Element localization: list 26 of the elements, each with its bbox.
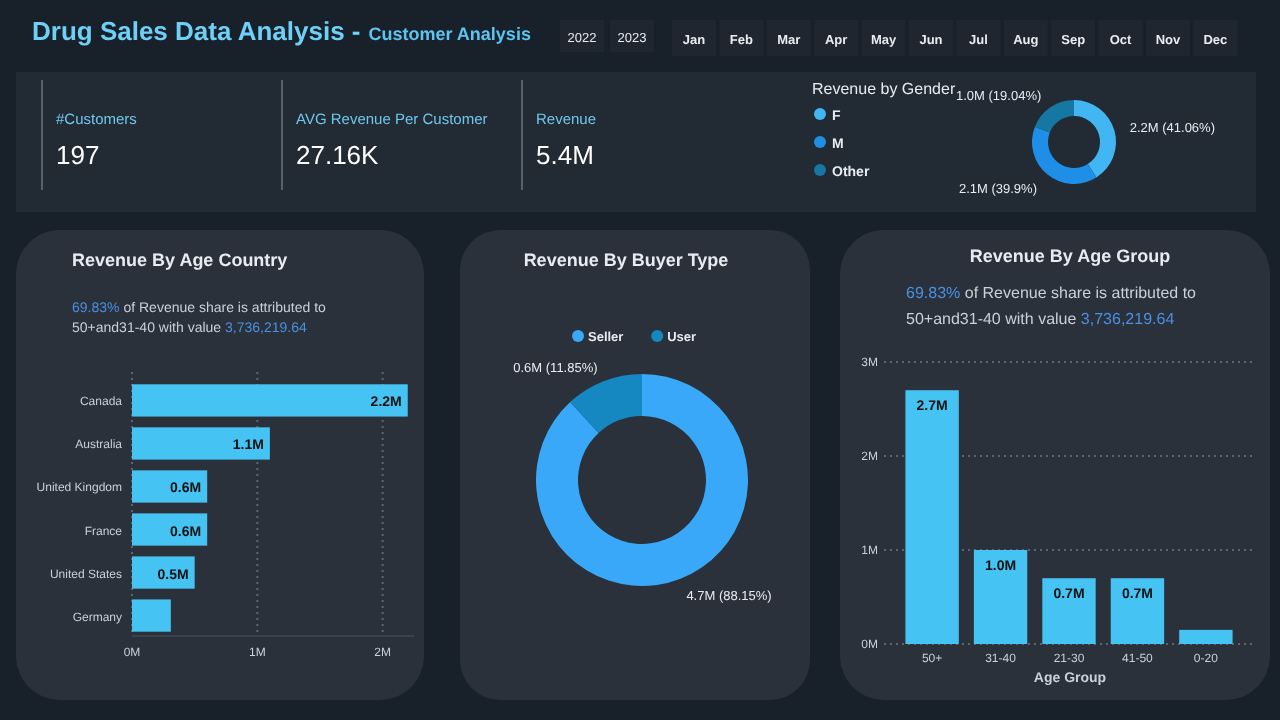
text: 27.16K [296, 140, 380, 170]
bar [132, 513, 208, 546]
text: 197 [56, 140, 100, 170]
text: 5.4M [536, 140, 594, 170]
bar [1179, 629, 1233, 644]
donut-slice [1032, 126, 1097, 184]
donut-slice [536, 374, 748, 586]
bar [132, 470, 208, 503]
text: Customer Analysis [368, 24, 531, 44]
donut-slice [1074, 100, 1116, 178]
donut-slice [1034, 100, 1074, 133]
donut-slice [570, 374, 642, 433]
chart-title: Revenue By Age Group [969, 246, 1172, 266]
bar [1110, 578, 1165, 644]
text: 69.83% of Revenue share is attributed to 50+and31-40 with value 3,736,219.64 [906, 284, 1197, 328]
chart-title: Revenue By Buyer Type [523, 250, 729, 270]
bar [132, 599, 171, 632]
text: Drug Sales Data Analysis - [32, 16, 361, 46]
chart-title: Revenue by Gender [812, 80, 956, 98]
bar [132, 384, 408, 417]
bar [1042, 578, 1096, 644]
bar [132, 556, 195, 589]
bar [132, 427, 270, 460]
bar [973, 550, 1028, 644]
chart-title: Revenue By Age Country [72, 250, 288, 270]
bar [905, 390, 959, 644]
